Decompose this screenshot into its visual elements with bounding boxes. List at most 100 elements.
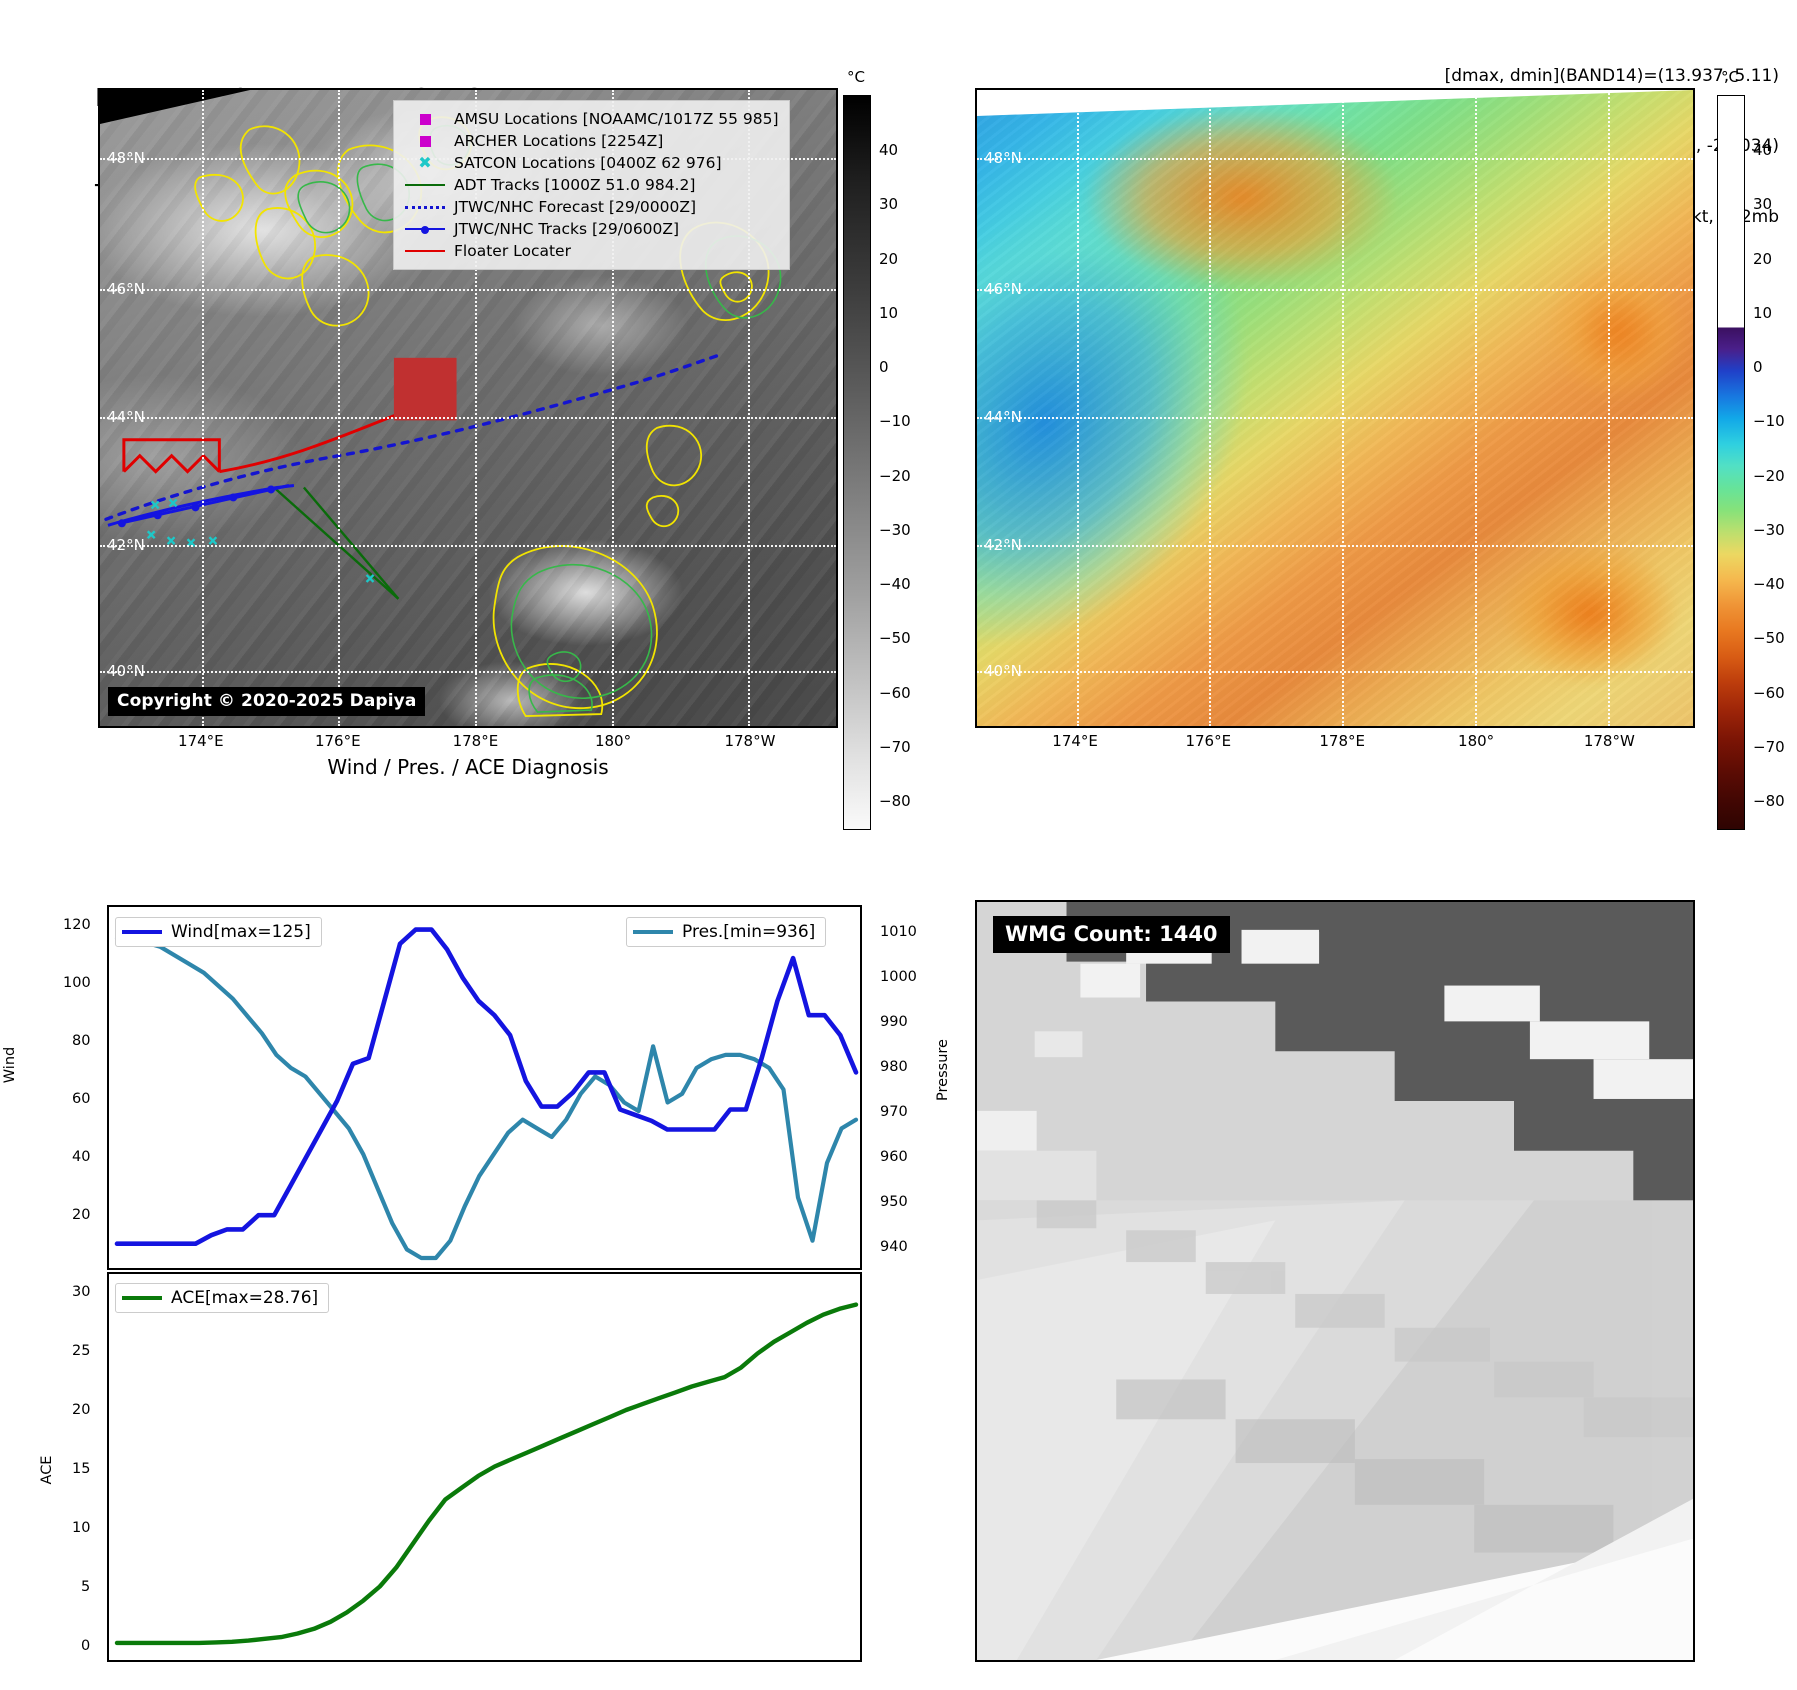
- wind-legend-label: Wind[max=125]: [171, 922, 311, 942]
- ir-image: 48°N 46°N 44°N 42°N 40°N Copyright © 202…: [100, 90, 836, 726]
- wind-tick: 60: [72, 1091, 91, 1107]
- cbar-tick: 20: [879, 249, 899, 268]
- ace-tick: 10: [72, 1520, 91, 1536]
- ace-legend[interactable]: ACE[max=28.76]: [115, 1283, 330, 1313]
- cbar-tick: −80: [1753, 792, 1785, 811]
- ace-tick: 15: [72, 1461, 91, 1477]
- cbar-tick: 30: [1753, 195, 1773, 214]
- ace-tick: 20: [72, 1402, 91, 1418]
- magenta-square-icon: [402, 135, 448, 147]
- cbar-tick: −60: [1753, 683, 1785, 702]
- lat-label: 46°N: [107, 280, 145, 299]
- ir-floater-map[interactable]: 48°N 46°N 44°N 42°N 40°N Copyright © 202…: [98, 88, 838, 728]
- lat-label: 40°N: [984, 661, 1022, 680]
- lat-label: 44°N: [107, 407, 145, 426]
- cbar-tick: −50: [1753, 629, 1785, 648]
- wind-tick: 40: [72, 1149, 91, 1165]
- wind-pressure-plot: [114, 927, 859, 1261]
- pres-tick: 980: [880, 1059, 908, 1075]
- legend-row-forecast: JTWC/NHC Forecast [29/0000Z]: [402, 196, 779, 218]
- ace-legend-label: ACE[max=28.76]: [171, 1288, 319, 1308]
- lon-label: 178°E: [452, 732, 499, 750]
- dmax-band14-line: [dmax, dmin](BAND14)=(13.937, 5.11): [1444, 65, 1779, 86]
- wmg-raster: [977, 902, 1693, 1660]
- cbar-tick: −30: [1753, 520, 1785, 539]
- right-colorbar-unit: °C: [1721, 68, 1739, 86]
- pres-tick: 970: [880, 1104, 908, 1120]
- lon-label: 176°E: [314, 732, 361, 750]
- wind-tick: 20: [72, 1207, 91, 1223]
- legend-label: SATCON Locations [0400Z 62 976]: [454, 154, 722, 172]
- pres-tick: 990: [880, 1014, 908, 1030]
- legend-label: ADT Tracks [1000Z 51.0 984.2]: [454, 176, 696, 194]
- wmg-panel[interactable]: WMG Count: 1440: [975, 900, 1695, 1662]
- lat-label: 48°N: [984, 149, 1022, 168]
- blue-track-icon: [402, 226, 448, 234]
- lat-label: 48°N: [107, 149, 145, 168]
- lon-label: 178°E: [1319, 732, 1365, 750]
- cbar-tick: −40: [1753, 575, 1785, 594]
- lon-label: 178°W: [724, 732, 776, 750]
- lat-label: 46°N: [984, 280, 1022, 299]
- cbar-tick: −70: [879, 737, 911, 756]
- right-map-lon-axis: 174°E 176°E 178°E 180° 178°W: [975, 732, 1695, 756]
- cbar-tick: −70: [1753, 737, 1785, 756]
- cbar-tick: 0: [879, 358, 889, 377]
- cbar-tick: −50: [879, 629, 911, 648]
- cbar-tick: 0: [1753, 358, 1763, 377]
- jtwc-forecast-track: [104, 352, 724, 521]
- cbar-tick: 40: [1753, 141, 1773, 160]
- map-legend: AMSU Locations [NOAAMC/1017Z 55 985] ARC…: [393, 100, 790, 270]
- awv-warm-region-bottom: [1478, 522, 1693, 714]
- lat-label: 44°N: [984, 407, 1022, 426]
- cbar-tick: −10: [879, 412, 911, 431]
- awv-texture: [977, 90, 1693, 726]
- legend-row-tracks: JTWC/NHC Tracks [29/0600Z]: [402, 218, 779, 240]
- pressure-legend[interactable]: Pres.[min=936]: [626, 917, 827, 947]
- floater-locator-track: [122, 357, 457, 474]
- copyright-badge: Copyright © 2020-2025 Dapiya: [108, 687, 426, 716]
- legend-label: JTWC/NHC Tracks [29/0600Z]: [454, 220, 680, 238]
- lon-label: 178°W: [1583, 732, 1635, 750]
- green-adt-tracks: [273, 486, 400, 600]
- awv-image: 48°N 46°N 44°N 42°N 40°N: [977, 90, 1693, 726]
- wind-line-icon: [122, 930, 162, 934]
- lat-label: 42°N: [107, 535, 145, 554]
- magenta-square-icon: [402, 113, 448, 125]
- wind-pressure-chart[interactable]: [107, 905, 862, 1270]
- wind-tick: 120: [63, 917, 91, 933]
- cbar-tick: −60: [879, 683, 911, 702]
- ace-axis-label: ACE: [39, 1455, 55, 1485]
- ace-chart[interactable]: [107, 1272, 862, 1662]
- legend-row-archer: ARCHER Locations [2254Z]: [402, 130, 779, 152]
- cyan-cross-icon: ✖: [418, 153, 432, 172]
- cbar-tick: 30: [879, 195, 899, 214]
- left-map-lon-axis: 174°E 176°E 178°E 180° 178°W: [98, 732, 838, 756]
- legend-row-amsu: AMSU Locations [NOAAMC/1017Z 55 985]: [402, 108, 779, 130]
- cbar-tick: 10: [879, 303, 899, 322]
- cbar-tick: 20: [1753, 249, 1773, 268]
- ace-line-icon: [122, 1296, 162, 1300]
- lon-label: 174°E: [178, 732, 224, 750]
- pressure-legend-label: Pres.[min=936]: [682, 922, 816, 942]
- wmg-count-badge: WMG Count: 1440: [993, 916, 1230, 953]
- lon-label: 174°E: [1052, 732, 1098, 750]
- awv-floater-map[interactable]: 48°N 46°N 44°N 42°N 40°N: [975, 88, 1695, 728]
- wind-legend[interactable]: Wind[max=125]: [115, 917, 322, 947]
- legend-row-satcon: ✖ SATCON Locations [0400Z 62 976]: [402, 152, 779, 174]
- cbar-tick: 40: [879, 141, 899, 160]
- wind-axis-label: Wind: [2, 1046, 18, 1084]
- ace-plot: [114, 1302, 859, 1646]
- ace-tick: 5: [81, 1579, 91, 1595]
- pres-tick: 960: [880, 1149, 908, 1165]
- legend-label: ARCHER Locations [2254Z]: [454, 132, 664, 150]
- green-line-icon: [402, 184, 448, 186]
- legend-row-floater: Floater Locater: [402, 240, 779, 262]
- pres-tick: 1000: [880, 969, 917, 985]
- cbar-tick: −20: [1753, 466, 1785, 485]
- ace-tick: 0: [81, 1638, 91, 1654]
- blue-dotted-line-icon: [402, 205, 448, 209]
- ace-tick: 25: [72, 1343, 91, 1359]
- cbar-tick: −10: [1753, 412, 1785, 431]
